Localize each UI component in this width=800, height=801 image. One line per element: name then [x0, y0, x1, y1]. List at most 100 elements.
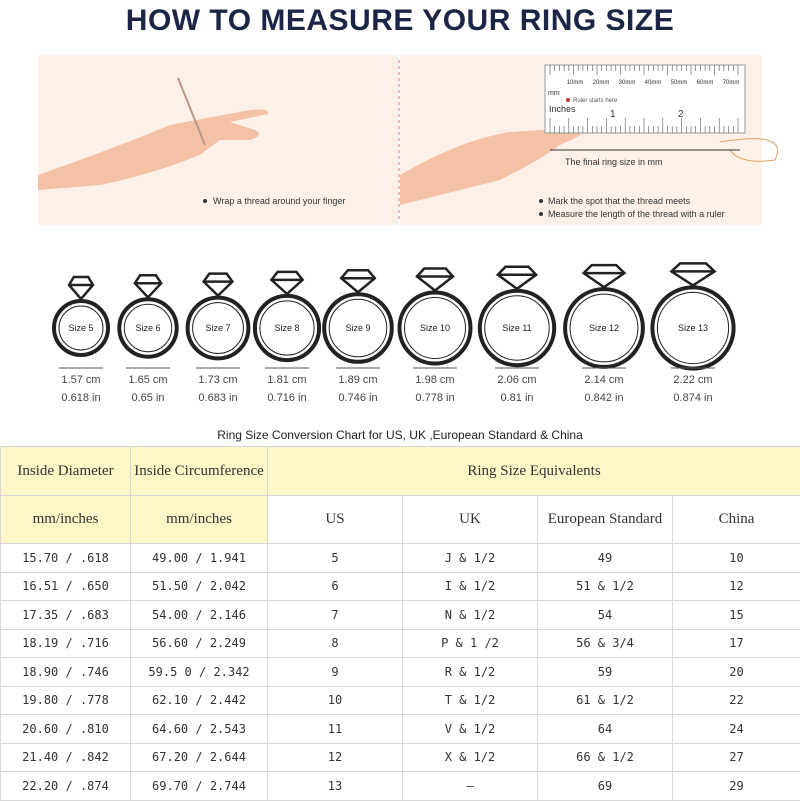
table-cell: 59	[538, 658, 673, 687]
table-cell: 56.60 / 2.249	[131, 629, 268, 658]
table-cell: 64	[538, 715, 673, 744]
ring-size: Size 13	[678, 323, 708, 333]
header-cell: Ring Size Equivalents	[268, 447, 800, 496]
table-cell: 21.40 / .842	[1, 743, 131, 772]
table-cell: 56 & 3/4	[538, 629, 673, 658]
step: Mark the spot that the thread meets	[548, 196, 691, 206]
ring-in: 0.683 in	[198, 392, 237, 404]
diamond	[341, 270, 375, 292]
bullet	[539, 199, 543, 203]
table-cell: 27	[673, 743, 800, 772]
table-cell: 15	[673, 601, 800, 630]
ring-size: Size 9	[345, 323, 370, 333]
table-cell: 22	[673, 686, 800, 715]
table-cell: 9	[268, 658, 403, 687]
table-cell: 51 & 1/2	[538, 572, 673, 601]
ruler-final: The final ring size in mm	[565, 157, 663, 167]
step: Wrap a thread around your finger	[213, 196, 345, 206]
table-cell: 54	[538, 601, 673, 630]
ring-in: 0.81 in	[500, 392, 533, 404]
table-cell: 12	[268, 743, 403, 772]
diamond	[271, 272, 302, 294]
ring-cm: 1.89 cm	[338, 374, 377, 386]
ring-in: 0.874 in	[673, 392, 712, 404]
bullet	[539, 212, 543, 216]
ruler-mm-label: 30mm	[619, 80, 636, 86]
ring-in: 0.842 in	[584, 392, 623, 404]
table-cell: 7	[268, 601, 403, 630]
ruler-start: Ruler starts here	[573, 98, 618, 104]
header-cell: Inside Diameter	[1, 447, 131, 496]
subheader-cell: European Standard	[538, 496, 673, 544]
table-cell: 24	[673, 715, 800, 744]
ruler-mm: mm	[548, 90, 560, 97]
ring-cm: 2.06 cm	[497, 374, 536, 386]
table-cell: 22.20 / .874	[1, 772, 131, 801]
ring-cm: 1.57 cm	[61, 374, 100, 386]
ruler-mm-label: 70mm	[723, 80, 740, 86]
table-cell: 69.70 / 2.744	[131, 772, 268, 801]
subheader-cell: mm/inches	[1, 496, 131, 544]
table-cell: 17	[673, 629, 800, 658]
table-cell: 49	[538, 544, 673, 573]
ring-in: 0.778 in	[415, 392, 454, 404]
ring-in: 0.716 in	[267, 392, 306, 404]
table-cell: I & 1/2	[403, 572, 538, 601]
ruler-mm-label: 40mm	[645, 80, 662, 86]
bullet	[203, 199, 207, 203]
table-cell: 69	[538, 772, 673, 801]
table-cell: 18.19 / .716	[1, 629, 131, 658]
table-cell: 6	[268, 572, 403, 601]
table-cell: 64.60 / 2.543	[131, 715, 268, 744]
table-cell: 10	[268, 686, 403, 715]
diamond	[671, 263, 714, 285]
ruler-mm-label: 20mm	[593, 80, 610, 86]
diamond	[69, 277, 93, 299]
table-cell: 11	[268, 715, 403, 744]
diamond	[417, 269, 453, 291]
caption: Ring Size Conversion Chart for US, UK ,E…	[0, 428, 800, 442]
ring-size: Size 10	[420, 323, 450, 333]
table-cell: —	[403, 772, 538, 801]
table-cell: X & 1/2	[403, 743, 538, 772]
ring-size: Size 8	[274, 323, 299, 333]
ring-size: Size 6	[135, 323, 160, 333]
subheader-cell: China	[673, 496, 800, 544]
ring-cm: 1.73 cm	[198, 374, 237, 386]
table-cell: 15.70 / .618	[1, 544, 131, 573]
table-cell: 8	[268, 629, 403, 658]
ruler-inch-label: 1	[610, 109, 616, 120]
table-cell: 20.60 / .810	[1, 715, 131, 744]
table-cell: T & 1/2	[403, 686, 538, 715]
table-cell: 12	[673, 572, 800, 601]
table-cell: R & 1/2	[403, 658, 538, 687]
ring-size: Size 11	[502, 323, 531, 333]
ruler-inches: Inches	[549, 104, 576, 114]
subheader-cell: UK	[403, 496, 538, 544]
subheader-cell: US	[268, 496, 403, 544]
header-cell: Inside Circumference	[131, 447, 268, 496]
table-cell: 10	[673, 544, 800, 573]
ring-size: Size 12	[589, 323, 619, 333]
ring-cm: 2.22 cm	[673, 374, 712, 386]
table-cell: N & 1/2	[403, 601, 538, 630]
diamond	[584, 265, 625, 287]
ruler-mm-label: 60mm	[697, 80, 714, 86]
ring-cm: 1.65 cm	[128, 374, 167, 386]
table-cell: 16.51 / .650	[1, 572, 131, 601]
ring-in: 0.618 in	[61, 392, 100, 404]
table-cell: 17.35 / .683	[1, 601, 131, 630]
table-cell: 62.10 / 2.442	[131, 686, 268, 715]
diamond	[135, 275, 161, 297]
